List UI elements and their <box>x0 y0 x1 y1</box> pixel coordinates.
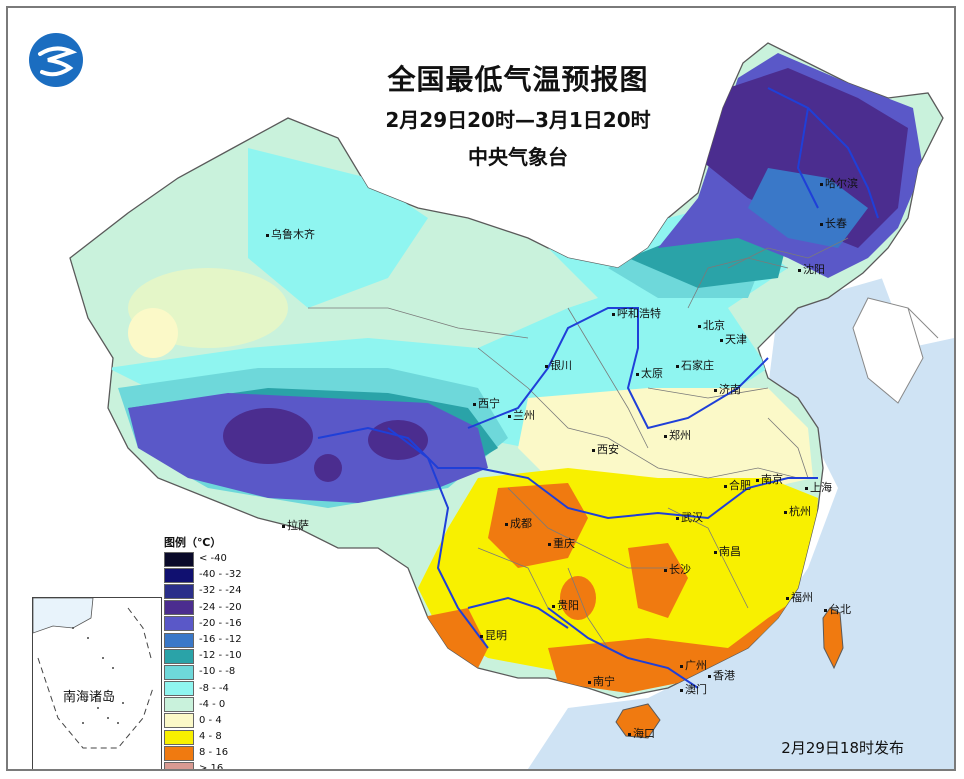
legend-label: < -40 <box>199 553 227 564</box>
city-label: 长沙 <box>664 561 691 577</box>
legend-swatch <box>164 713 194 729</box>
legend-label: -40 - -32 <box>199 569 242 581</box>
legend-label: -16 - -12 <box>199 633 242 645</box>
legend-swatch <box>164 616 194 632</box>
city-label: 石家庄 <box>676 357 714 373</box>
city-label: 台北 <box>824 601 851 617</box>
city-label: 香港 <box>708 667 735 683</box>
city-label: 重庆 <box>548 535 575 551</box>
city-label: 西宁 <box>473 395 500 411</box>
south-china-sea-inset: 南海诸岛 <box>32 597 162 769</box>
legend-label: -4 - 0 <box>199 698 226 710</box>
legend-swatch <box>164 583 194 599</box>
organization-name: 中央气象台 <box>468 145 568 169</box>
legend-item: -20 - -16 <box>164 616 254 632</box>
city-label: 成都 <box>505 515 532 531</box>
hainan-island <box>615 703 661 739</box>
city-label: 南宁 <box>588 673 615 689</box>
legend-item: 0 - 4 <box>164 713 254 729</box>
legend-item: < -40 <box>164 551 254 567</box>
city-label: 海口 <box>628 725 655 741</box>
city-label: 杭州 <box>784 503 811 519</box>
legend-item: > 16 <box>164 761 254 771</box>
city-label: 福州 <box>786 589 813 605</box>
city-label: 合肥 <box>724 477 751 493</box>
legend-swatch <box>164 600 194 616</box>
title-block: 全国最低气温预报图 2月29日20时—3月1日20时 中央气象台 <box>308 58 728 170</box>
legend-swatch <box>164 648 194 664</box>
taiwan-island <box>822 607 844 670</box>
legend-item: -32 - -24 <box>164 583 254 599</box>
legend-label: -8 - -4 <box>199 682 229 694</box>
province-borders <box>308 237 849 649</box>
legend-item: 4 - 8 <box>164 729 254 745</box>
city-label: 济南 <box>714 381 741 397</box>
city-label: 拉萨 <box>282 517 309 533</box>
legend-item: 8 - 16 <box>164 745 254 761</box>
inset-label: 南海诸岛 <box>63 690 116 705</box>
legend-swatch <box>164 745 194 761</box>
legend-swatch <box>164 681 194 697</box>
temperature-map <box>8 8 954 769</box>
map-frame: 全国最低气温预报图 2月29日20时—3月1日20时 中央气象台 乌鲁木齐 哈尔… <box>6 6 956 771</box>
legend-swatch <box>164 697 194 713</box>
legend-title: 图例（℃） <box>164 536 222 549</box>
legend-item: -8 - -4 <box>164 681 254 697</box>
legend-label: > 16 <box>199 763 224 771</box>
city-label: 南昌 <box>714 543 741 559</box>
city-label: 北京 <box>698 317 725 333</box>
legend-item: -10 - -8 <box>164 664 254 680</box>
city-label: 贵阳 <box>552 597 579 613</box>
legend-label: 0 - 4 <box>199 714 222 726</box>
legend-swatch <box>164 664 194 680</box>
city-label: 郑州 <box>664 427 691 443</box>
city-label: 兰州 <box>508 407 535 423</box>
legend-label: -12 - -10 <box>199 650 242 662</box>
release-time: 2月29日18时发布 <box>781 739 904 757</box>
city-label: 澳门 <box>680 681 707 697</box>
map-subtitle: 2月29日20时—3月1日20时 <box>385 108 651 132</box>
legend-label: -24 - -20 <box>199 601 242 613</box>
legend-item: -4 - 0 <box>164 697 254 713</box>
city-label: 上海 <box>805 479 832 495</box>
legend-swatch <box>164 551 194 567</box>
legend-swatch <box>164 729 194 745</box>
legend-label: 8 - 16 <box>199 747 229 759</box>
city-label: 西安 <box>592 441 619 457</box>
rivers <box>317 87 879 689</box>
legend-item: -40 - -32 <box>164 567 254 583</box>
city-label: 哈尔滨 <box>820 175 858 191</box>
city-label: 昆明 <box>480 627 507 643</box>
city-label: 武汉 <box>676 509 703 525</box>
legend-swatch <box>164 632 194 648</box>
legend-swatch <box>164 567 194 583</box>
map-title: 全国最低气温预报图 <box>387 63 649 96</box>
city-label: 长春 <box>820 215 847 231</box>
legend: 图例（℃） < -40 -40 - -32 -32 - -24 -24 - -20 -2… <box>164 535 254 771</box>
city-label: 天津 <box>720 331 747 347</box>
cma-logo-icon <box>29 33 83 87</box>
city-label: 呼和浩特 <box>612 305 661 321</box>
inset-map <box>32 597 154 749</box>
legend-label: 4 - 8 <box>199 731 222 743</box>
legend-label: -10 - -8 <box>199 666 236 678</box>
city-label: 乌鲁木齐 <box>266 226 315 242</box>
legend-item: -16 - -12 <box>164 632 254 648</box>
legend-label: -20 - -16 <box>199 617 242 629</box>
legend-swatch <box>164 762 194 769</box>
legend-rows: < -40 -40 - -32 -32 - -24 -24 - -20 -20 - -1… <box>164 551 254 771</box>
legend-label: -32 - -24 <box>199 585 242 597</box>
legend-item: -24 - -20 <box>164 600 254 616</box>
city-label: 银川 <box>545 357 572 373</box>
sea-area <box>528 258 954 769</box>
city-label: 广州 <box>680 657 707 673</box>
legend-item: -12 - -10 <box>164 648 254 664</box>
city-label: 沈阳 <box>798 261 825 277</box>
city-label: 太原 <box>636 365 663 381</box>
city-label: 南京 <box>756 471 783 487</box>
